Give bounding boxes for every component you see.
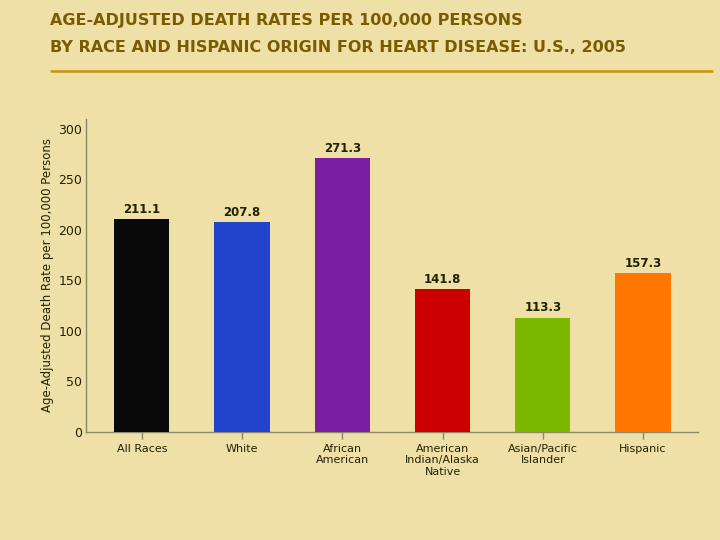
Text: 207.8: 207.8 xyxy=(223,206,261,219)
Bar xyxy=(516,318,570,432)
Text: AGE-ADJUSTED DEATH RATES PER 100,000 PERSONS: AGE-ADJUSTED DEATH RATES PER 100,000 PER… xyxy=(50,14,523,29)
Bar xyxy=(616,273,670,432)
Y-axis label: Age-Adjusted Death Rate per 100,000 Persons: Age-Adjusted Death Rate per 100,000 Pers… xyxy=(41,138,54,413)
Text: 211.1: 211.1 xyxy=(123,202,161,215)
Text: BY RACE AND HISPANIC ORIGIN FOR HEART DISEASE: U.S., 2005: BY RACE AND HISPANIC ORIGIN FOR HEART DI… xyxy=(50,40,626,56)
Text: 157.3: 157.3 xyxy=(624,257,662,270)
Text: 271.3: 271.3 xyxy=(324,142,361,155)
Text: 141.8: 141.8 xyxy=(424,273,462,286)
Text: 113.3: 113.3 xyxy=(524,301,562,314)
Bar xyxy=(215,222,269,432)
Bar xyxy=(114,219,169,432)
Bar xyxy=(415,289,470,432)
Bar xyxy=(315,158,370,432)
